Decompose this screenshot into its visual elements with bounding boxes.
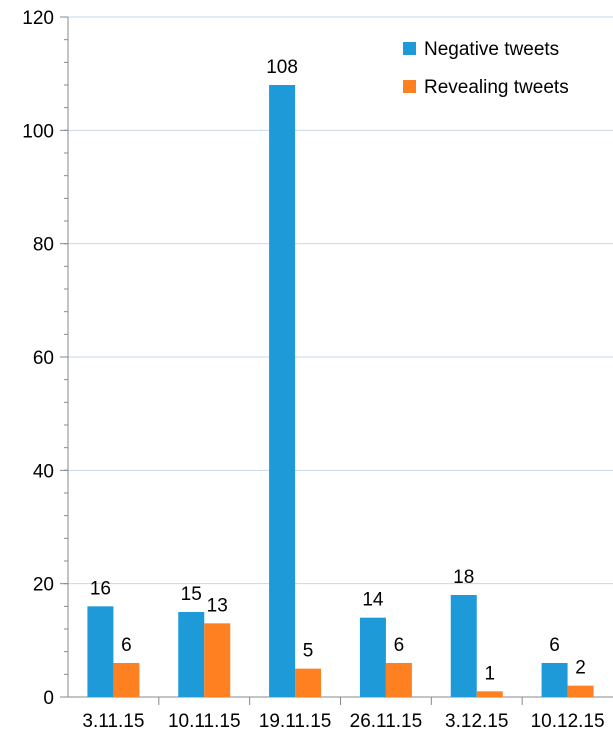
data-label: 1 bbox=[484, 663, 495, 684]
legend-label: Negative tweets bbox=[424, 39, 559, 60]
bar-negative-10.11.15 bbox=[178, 612, 205, 697]
bar-negative-26.11.15 bbox=[359, 617, 386, 697]
legend-swatch bbox=[403, 80, 416, 93]
data-label: 16 bbox=[90, 578, 111, 599]
bar-negative-3.11.15 bbox=[87, 606, 114, 697]
x-tick-label: 26.11.15 bbox=[350, 711, 423, 732]
legend-swatch bbox=[403, 42, 416, 55]
legend: Negative tweets Revealing tweets bbox=[403, 39, 569, 98]
y-tick-label: 80 bbox=[33, 235, 54, 256]
data-label: 15 bbox=[181, 584, 202, 605]
data-label: 6 bbox=[121, 635, 132, 656]
data-label: 5 bbox=[303, 641, 314, 662]
bar-revealing-3.11.15 bbox=[113, 663, 140, 697]
bar-revealing-10.12.15 bbox=[567, 685, 594, 697]
x-tick-label: 10.11.15 bbox=[168, 711, 241, 732]
data-label: 6 bbox=[394, 635, 405, 656]
bar-revealing-26.11.15 bbox=[385, 663, 412, 697]
data-label: 13 bbox=[207, 595, 228, 616]
y-tick-label: 40 bbox=[33, 461, 54, 482]
y-tick-label: 120 bbox=[22, 8, 54, 29]
bars bbox=[87, 85, 594, 697]
x-tick-label: 3.12.15 bbox=[445, 711, 508, 732]
bar-revealing-10.11.15 bbox=[204, 623, 231, 697]
data-label: 14 bbox=[362, 590, 384, 611]
data-label: 6 bbox=[549, 635, 560, 656]
x-tick-label: 3.11.15 bbox=[82, 711, 144, 732]
gridlines bbox=[68, 16, 613, 585]
bar-negative-3.12.15 bbox=[450, 595, 477, 697]
bar-revealing-3.12.15 bbox=[476, 691, 503, 697]
bar-negative-10.12.15 bbox=[541, 663, 568, 697]
data-label: 2 bbox=[575, 658, 586, 679]
y-tick-label: 100 bbox=[22, 121, 54, 142]
bar-revealing-19.11.15 bbox=[295, 668, 322, 697]
y-tick-label: 0 bbox=[43, 688, 54, 709]
legend-label: Revealing tweets bbox=[424, 77, 569, 98]
bar-negative-19.11.15 bbox=[269, 85, 296, 697]
y-tick-label: 60 bbox=[33, 348, 54, 369]
x-tick-label: 10.12.15 bbox=[531, 711, 605, 732]
data-label: 108 bbox=[266, 57, 298, 78]
y-tick-label: 20 bbox=[33, 575, 54, 596]
x-tick-label: 19.11.15 bbox=[259, 711, 332, 732]
data-label: 18 bbox=[453, 567, 474, 588]
